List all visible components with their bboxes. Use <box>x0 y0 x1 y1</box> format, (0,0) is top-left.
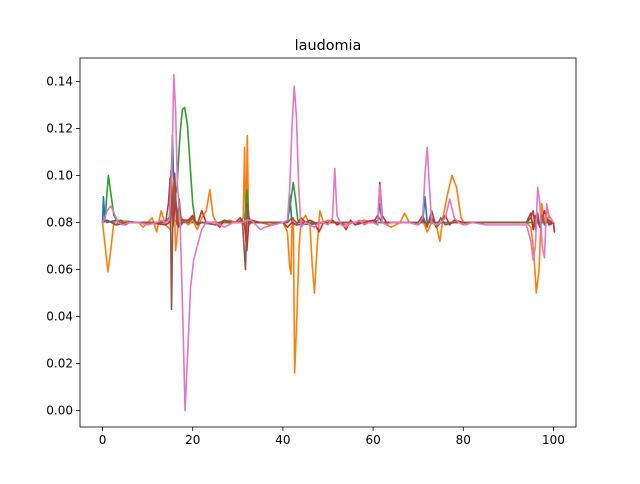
y-tick-label: 0.10 <box>46 169 73 183</box>
x-tick-label: 40 <box>275 433 290 447</box>
x-tick-label: 60 <box>365 433 380 447</box>
y-tick-label: 0.02 <box>46 357 73 371</box>
x-tick-label: 0 <box>99 433 107 447</box>
y-tick-label: 0.06 <box>46 263 73 277</box>
x-tick-label: 20 <box>185 433 200 447</box>
y-axis: 0.00 0.02 0.04 0.06 0.08 0.10 0.12 0.14 <box>46 75 80 418</box>
y-tick-label: 0.12 <box>46 122 73 136</box>
y-tick-label: 0.08 <box>46 216 73 230</box>
chart-title: laudomia <box>295 38 362 54</box>
y-tick-label: 0.04 <box>46 310 73 324</box>
y-tick-label: 0.00 <box>46 404 73 418</box>
y-tick-label: 0.14 <box>46 75 73 89</box>
x-tick-label: 100 <box>542 433 565 447</box>
plot-area <box>101 73 556 412</box>
series-line-6 <box>101 73 555 412</box>
x-tick-label: 80 <box>456 433 471 447</box>
series-line-4 <box>101 170 556 252</box>
x-axis: 0 20 40 60 80 100 <box>99 427 565 447</box>
series-lines <box>101 73 556 412</box>
axes-frame <box>79 57 577 428</box>
